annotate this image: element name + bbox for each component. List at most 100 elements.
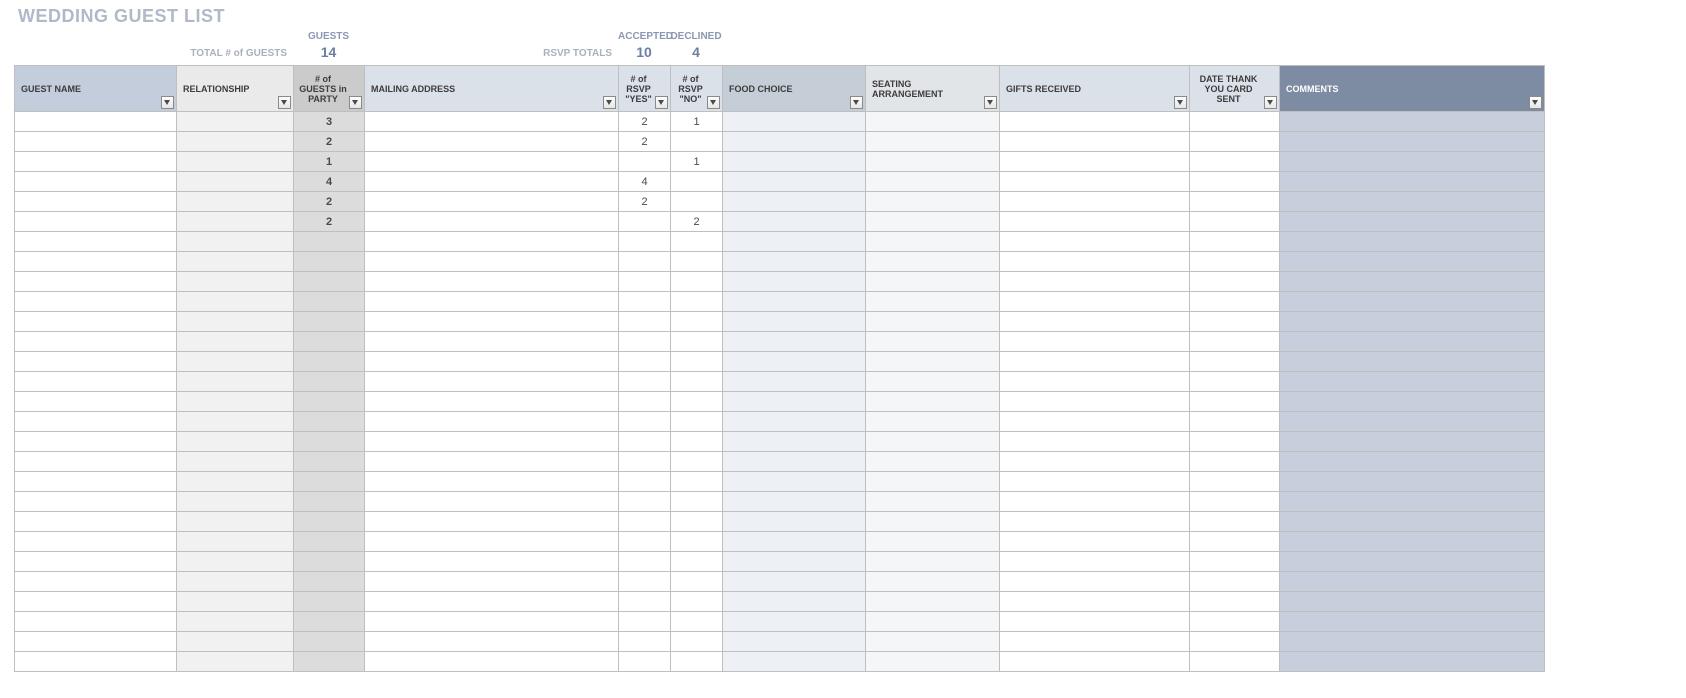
col-rsvp-yes[interactable]: # of RSVP "YES": [619, 66, 671, 112]
cell-party[interactable]: [294, 652, 365, 672]
cell-rsvp-yes[interactable]: [619, 492, 671, 512]
cell-mailing[interactable]: [365, 572, 619, 592]
cell-gifts[interactable]: [1000, 552, 1190, 572]
filter-icon[interactable]: [278, 96, 291, 109]
cell-thank-you[interactable]: [1190, 192, 1280, 212]
cell-rsvp-no[interactable]: [671, 252, 723, 272]
cell-mailing[interactable]: [365, 352, 619, 372]
cell-seating[interactable]: [866, 452, 1000, 472]
cell-guest-name[interactable]: [15, 192, 177, 212]
cell-thank-you[interactable]: [1190, 152, 1280, 172]
cell-gifts[interactable]: [1000, 652, 1190, 672]
cell-thank-you[interactable]: [1190, 272, 1280, 292]
cell-rsvp-no[interactable]: [671, 512, 723, 532]
cell-gifts[interactable]: [1000, 592, 1190, 612]
cell-party[interactable]: [294, 472, 365, 492]
cell-rsvp-yes[interactable]: 2: [619, 132, 671, 152]
cell-seating[interactable]: [866, 252, 1000, 272]
cell-comments[interactable]: [1280, 632, 1545, 652]
cell-thank-you[interactable]: [1190, 252, 1280, 272]
filter-icon[interactable]: [984, 96, 997, 109]
cell-party[interactable]: 2: [294, 212, 365, 232]
cell-guest-name[interactable]: [15, 552, 177, 572]
cell-rsvp-no[interactable]: 1: [671, 152, 723, 172]
cell-guest-name[interactable]: [15, 452, 177, 472]
cell-seating[interactable]: [866, 512, 1000, 532]
cell-party[interactable]: [294, 292, 365, 312]
cell-seating[interactable]: [866, 352, 1000, 372]
cell-rsvp-no[interactable]: [671, 472, 723, 492]
cell-relationship[interactable]: [177, 412, 294, 432]
cell-rsvp-yes[interactable]: [619, 512, 671, 532]
cell-seating[interactable]: [866, 532, 1000, 552]
table-row[interactable]: 321: [15, 112, 1545, 132]
cell-comments[interactable]: [1280, 572, 1545, 592]
cell-thank-you[interactable]: [1190, 572, 1280, 592]
cell-gifts[interactable]: [1000, 392, 1190, 412]
cell-rsvp-yes[interactable]: [619, 612, 671, 632]
cell-relationship[interactable]: [177, 352, 294, 372]
cell-food[interactable]: [723, 612, 866, 632]
cell-party[interactable]: [294, 452, 365, 472]
cell-rsvp-yes[interactable]: [619, 152, 671, 172]
table-row[interactable]: [15, 412, 1545, 432]
col-mailing-address[interactable]: MAILING ADDRESS: [365, 66, 619, 112]
cell-rsvp-yes[interactable]: [619, 532, 671, 552]
cell-food[interactable]: [723, 512, 866, 532]
cell-guest-name[interactable]: [15, 432, 177, 452]
cell-guest-name[interactable]: [15, 592, 177, 612]
cell-party[interactable]: 1: [294, 152, 365, 172]
table-row[interactable]: [15, 572, 1545, 592]
table-row[interactable]: 22: [15, 192, 1545, 212]
cell-guest-name[interactable]: [15, 332, 177, 352]
cell-relationship[interactable]: [177, 492, 294, 512]
cell-seating[interactable]: [866, 312, 1000, 332]
cell-food[interactable]: [723, 592, 866, 612]
cell-seating[interactable]: [866, 652, 1000, 672]
cell-guest-name[interactable]: [15, 152, 177, 172]
cell-party[interactable]: [294, 392, 365, 412]
cell-party[interactable]: [294, 332, 365, 352]
cell-guest-name[interactable]: [15, 252, 177, 272]
cell-food[interactable]: [723, 372, 866, 392]
cell-gifts[interactable]: [1000, 532, 1190, 552]
cell-comments[interactable]: [1280, 212, 1545, 232]
cell-party[interactable]: 3: [294, 112, 365, 132]
cell-relationship[interactable]: [177, 552, 294, 572]
cell-rsvp-no[interactable]: [671, 352, 723, 372]
cell-comments[interactable]: [1280, 412, 1545, 432]
table-row[interactable]: [15, 592, 1545, 612]
cell-comments[interactable]: [1280, 612, 1545, 632]
cell-relationship[interactable]: [177, 432, 294, 452]
cell-mailing[interactable]: [365, 172, 619, 192]
cell-rsvp-no[interactable]: [671, 372, 723, 392]
cell-rsvp-yes[interactable]: [619, 452, 671, 472]
cell-rsvp-no[interactable]: [671, 272, 723, 292]
table-row[interactable]: 11: [15, 152, 1545, 172]
cell-mailing[interactable]: [365, 472, 619, 492]
cell-comments[interactable]: [1280, 152, 1545, 172]
cell-food[interactable]: [723, 392, 866, 412]
cell-thank-you[interactable]: [1190, 492, 1280, 512]
col-food-choice[interactable]: FOOD CHOICE: [723, 66, 866, 112]
cell-guest-name[interactable]: [15, 372, 177, 392]
cell-rsvp-no[interactable]: [671, 192, 723, 212]
cell-comments[interactable]: [1280, 352, 1545, 372]
cell-food[interactable]: [723, 552, 866, 572]
cell-rsvp-no[interactable]: [671, 172, 723, 192]
table-row[interactable]: [15, 632, 1545, 652]
cell-rsvp-yes[interactable]: [619, 332, 671, 352]
cell-guest-name[interactable]: [15, 272, 177, 292]
table-row[interactable]: [15, 332, 1545, 352]
cell-party[interactable]: [294, 532, 365, 552]
col-thank-you[interactable]: DATE THANK YOU CARD SENT: [1190, 66, 1280, 112]
cell-mailing[interactable]: [365, 492, 619, 512]
cell-mailing[interactable]: [365, 632, 619, 652]
cell-rsvp-no[interactable]: [671, 532, 723, 552]
cell-rsvp-yes[interactable]: [619, 252, 671, 272]
table-row[interactable]: [15, 232, 1545, 252]
cell-guest-name[interactable]: [15, 232, 177, 252]
cell-mailing[interactable]: [365, 332, 619, 352]
cell-relationship[interactable]: [177, 532, 294, 552]
cell-gifts[interactable]: [1000, 612, 1190, 632]
